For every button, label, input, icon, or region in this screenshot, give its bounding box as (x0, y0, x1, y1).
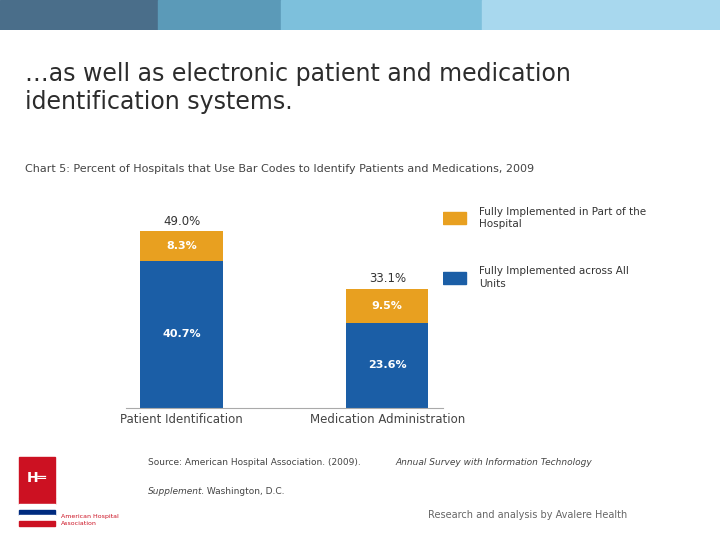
Bar (19, 504, 55, 510)
Bar (346, 323, 428, 408)
Text: 23.6%: 23.6% (368, 360, 407, 370)
Text: 8.3%: 8.3% (166, 241, 197, 251)
Bar (19, 510, 55, 515)
Bar (140, 231, 222, 261)
Text: Chart 5: Percent of Hospitals that Use Bar Codes to Identify Patients and Medica: Chart 5: Percent of Hospitals that Use B… (25, 164, 534, 174)
Text: 9.5%: 9.5% (372, 301, 402, 310)
Text: Washington, D.C.: Washington, D.C. (204, 487, 285, 496)
Text: American Hospital
Association: American Hospital Association (61, 514, 119, 526)
Text: 33.1%: 33.1% (369, 272, 406, 285)
Text: 40.7%: 40.7% (162, 329, 201, 340)
Bar (19, 457, 55, 498)
Bar (19, 498, 55, 504)
Bar (19, 521, 55, 526)
Bar (140, 261, 222, 408)
Bar (443, 212, 466, 224)
Bar (19, 515, 55, 521)
Bar (0, 0, 158, 30)
Text: Annual Survey with Information Technology: Annual Survey with Information Technolog… (395, 458, 592, 467)
Bar (281, 0, 482, 30)
Text: H═: H═ (27, 470, 47, 484)
Bar (158, 0, 281, 30)
Text: Fully Implemented in Part of the
Hospital: Fully Implemented in Part of the Hospita… (479, 207, 647, 229)
Text: Research and analysis by Avalere Health: Research and analysis by Avalere Health (428, 510, 628, 520)
Text: Fully Implemented across All
Units: Fully Implemented across All Units (479, 266, 629, 289)
Text: Source: American Hospital Association. (2009).: Source: American Hospital Association. (… (148, 458, 363, 467)
Bar (443, 272, 466, 284)
Text: 49.0%: 49.0% (163, 215, 200, 228)
Bar (346, 288, 428, 323)
Bar (482, 0, 720, 30)
Text: …as well as electronic patient and medication
identification systems.: …as well as electronic patient and medic… (25, 62, 571, 114)
Text: Supplement.: Supplement. (148, 487, 205, 496)
